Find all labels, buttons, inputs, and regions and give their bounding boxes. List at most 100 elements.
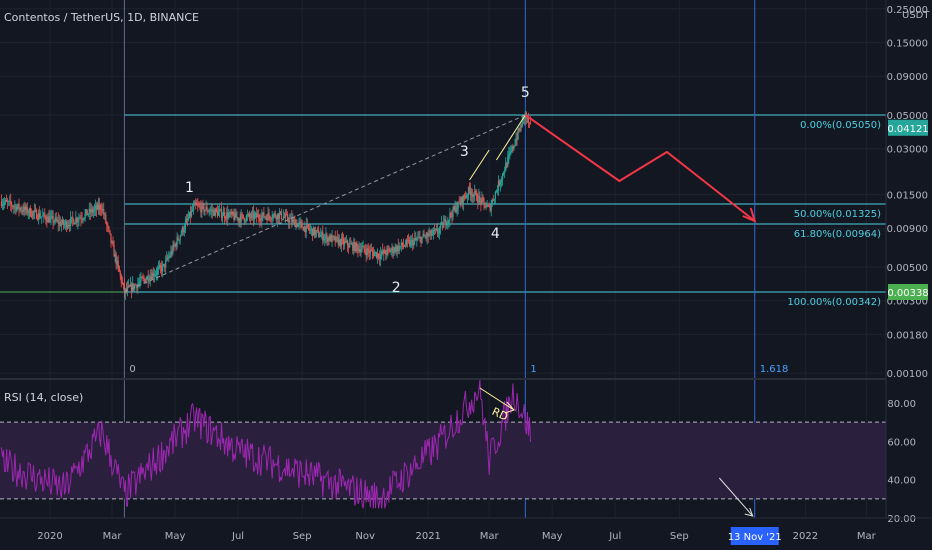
fib-level-label: 50.00%(0.01325) <box>794 209 881 220</box>
candle-body <box>411 239 413 241</box>
candle-body <box>394 247 396 252</box>
wave3-segment[interactable] <box>469 149 490 181</box>
candle-body <box>203 204 205 212</box>
candle-body <box>407 240 410 242</box>
candle-body <box>151 272 153 280</box>
candle-body <box>528 122 531 124</box>
candle-body <box>27 212 29 214</box>
time-tick-label: Nov <box>355 531 375 542</box>
candle-body <box>196 204 198 206</box>
candle-body <box>342 238 345 245</box>
candle-body <box>318 230 320 238</box>
candle-body <box>202 204 204 205</box>
candle-body <box>171 250 173 254</box>
candle-body <box>292 219 294 223</box>
candle-body <box>132 283 134 292</box>
candle-body <box>510 150 512 152</box>
candle-body <box>461 197 463 205</box>
candle-body <box>421 237 423 243</box>
candle-body <box>334 236 336 242</box>
candle-body <box>379 257 381 259</box>
candle-body <box>380 254 382 259</box>
target-arrow[interactable] <box>718 477 754 517</box>
wave-drawings[interactable]: 1 2 3 4 5 <box>124 85 757 296</box>
price-axis[interactable]: 0.25000 0.15000 0.09000 0.05000 0.03000 0.015… <box>887 5 929 380</box>
candle-body <box>225 217 227 219</box>
candle-body <box>77 220 79 222</box>
price-tick-label: 0.03000 <box>887 145 928 156</box>
candle-body <box>483 198 485 203</box>
candle-body <box>399 246 401 247</box>
candle-body <box>275 216 277 220</box>
candle-body <box>127 285 130 287</box>
rsi-tick-label: 80.00 <box>887 399 916 410</box>
candle-body <box>302 227 304 231</box>
candle-body <box>348 245 350 248</box>
candle-body <box>491 199 493 205</box>
rsi-axis[interactable]: 80.00 60.00 40.00 20.00 <box>887 399 916 525</box>
candle-body <box>389 249 391 253</box>
candle-body <box>502 173 504 180</box>
projection-path[interactable] <box>524 114 756 222</box>
candle-body <box>426 233 428 238</box>
candle-body <box>200 206 202 213</box>
candle-body <box>9 200 11 202</box>
candle-body <box>452 207 454 218</box>
candle-body <box>351 243 353 245</box>
candle-body <box>271 218 273 220</box>
candle-body <box>156 269 159 274</box>
candle-body <box>238 218 240 221</box>
fib-retracement[interactable]: 0.00%(0.05050) 50.00%(0.01325) 61.80%(0.00… <box>0 0 886 518</box>
candle-body <box>109 230 111 234</box>
candle-body <box>472 194 474 197</box>
candle-body <box>209 210 211 212</box>
divergence-line[interactable] <box>479 387 515 411</box>
candle-body <box>56 219 58 221</box>
candle-body <box>420 237 422 243</box>
candle-body <box>339 239 341 246</box>
candle-body <box>363 245 365 250</box>
trend-line[interactable] <box>124 114 526 293</box>
chart-title: Contentos / TetherUS, 1D, BINANCE <box>4 11 199 24</box>
candle-body <box>12 206 14 208</box>
candle-body <box>478 195 480 203</box>
candle-body <box>297 223 299 227</box>
candle-body <box>207 211 209 213</box>
candle-body <box>167 257 169 259</box>
wave5-segment[interactable] <box>495 114 526 161</box>
candle-body <box>436 229 439 234</box>
candle-body <box>316 230 318 232</box>
candle-body <box>179 235 181 240</box>
candle-body <box>499 182 502 186</box>
candle-body <box>387 248 389 250</box>
candle-body <box>102 209 104 211</box>
candle-body <box>242 214 244 218</box>
candle-body <box>28 208 30 213</box>
candle-body <box>42 215 44 217</box>
candle-body <box>44 213 46 217</box>
candle-body <box>368 250 370 254</box>
candle-body <box>131 283 133 292</box>
candle-body <box>214 208 216 216</box>
candle-body <box>435 229 438 230</box>
candle-body <box>48 216 50 223</box>
candle-body <box>406 239 409 241</box>
candle-body <box>228 214 230 219</box>
time-tick-label: Jul <box>608 531 621 542</box>
candle-body <box>205 206 207 210</box>
candle-body <box>397 245 399 251</box>
rsi-line <box>0 380 531 509</box>
candle-body <box>514 144 516 147</box>
candle-body <box>219 209 222 211</box>
candle-body <box>234 212 236 220</box>
rsi-tick-label: 40.00 <box>887 476 916 487</box>
time-axis[interactable]: 2020 Mar May Jul Sep Nov 2021 Mar May Jul Sep 2022 M… <box>37 527 877 545</box>
candle-body <box>52 215 54 223</box>
price-tick-label: 0.01500 <box>887 190 928 201</box>
candle-body <box>344 241 347 243</box>
time-tick-label: Sep <box>293 531 312 542</box>
candle-body <box>487 205 489 207</box>
candle-body <box>324 236 326 239</box>
candle-body <box>60 223 62 226</box>
